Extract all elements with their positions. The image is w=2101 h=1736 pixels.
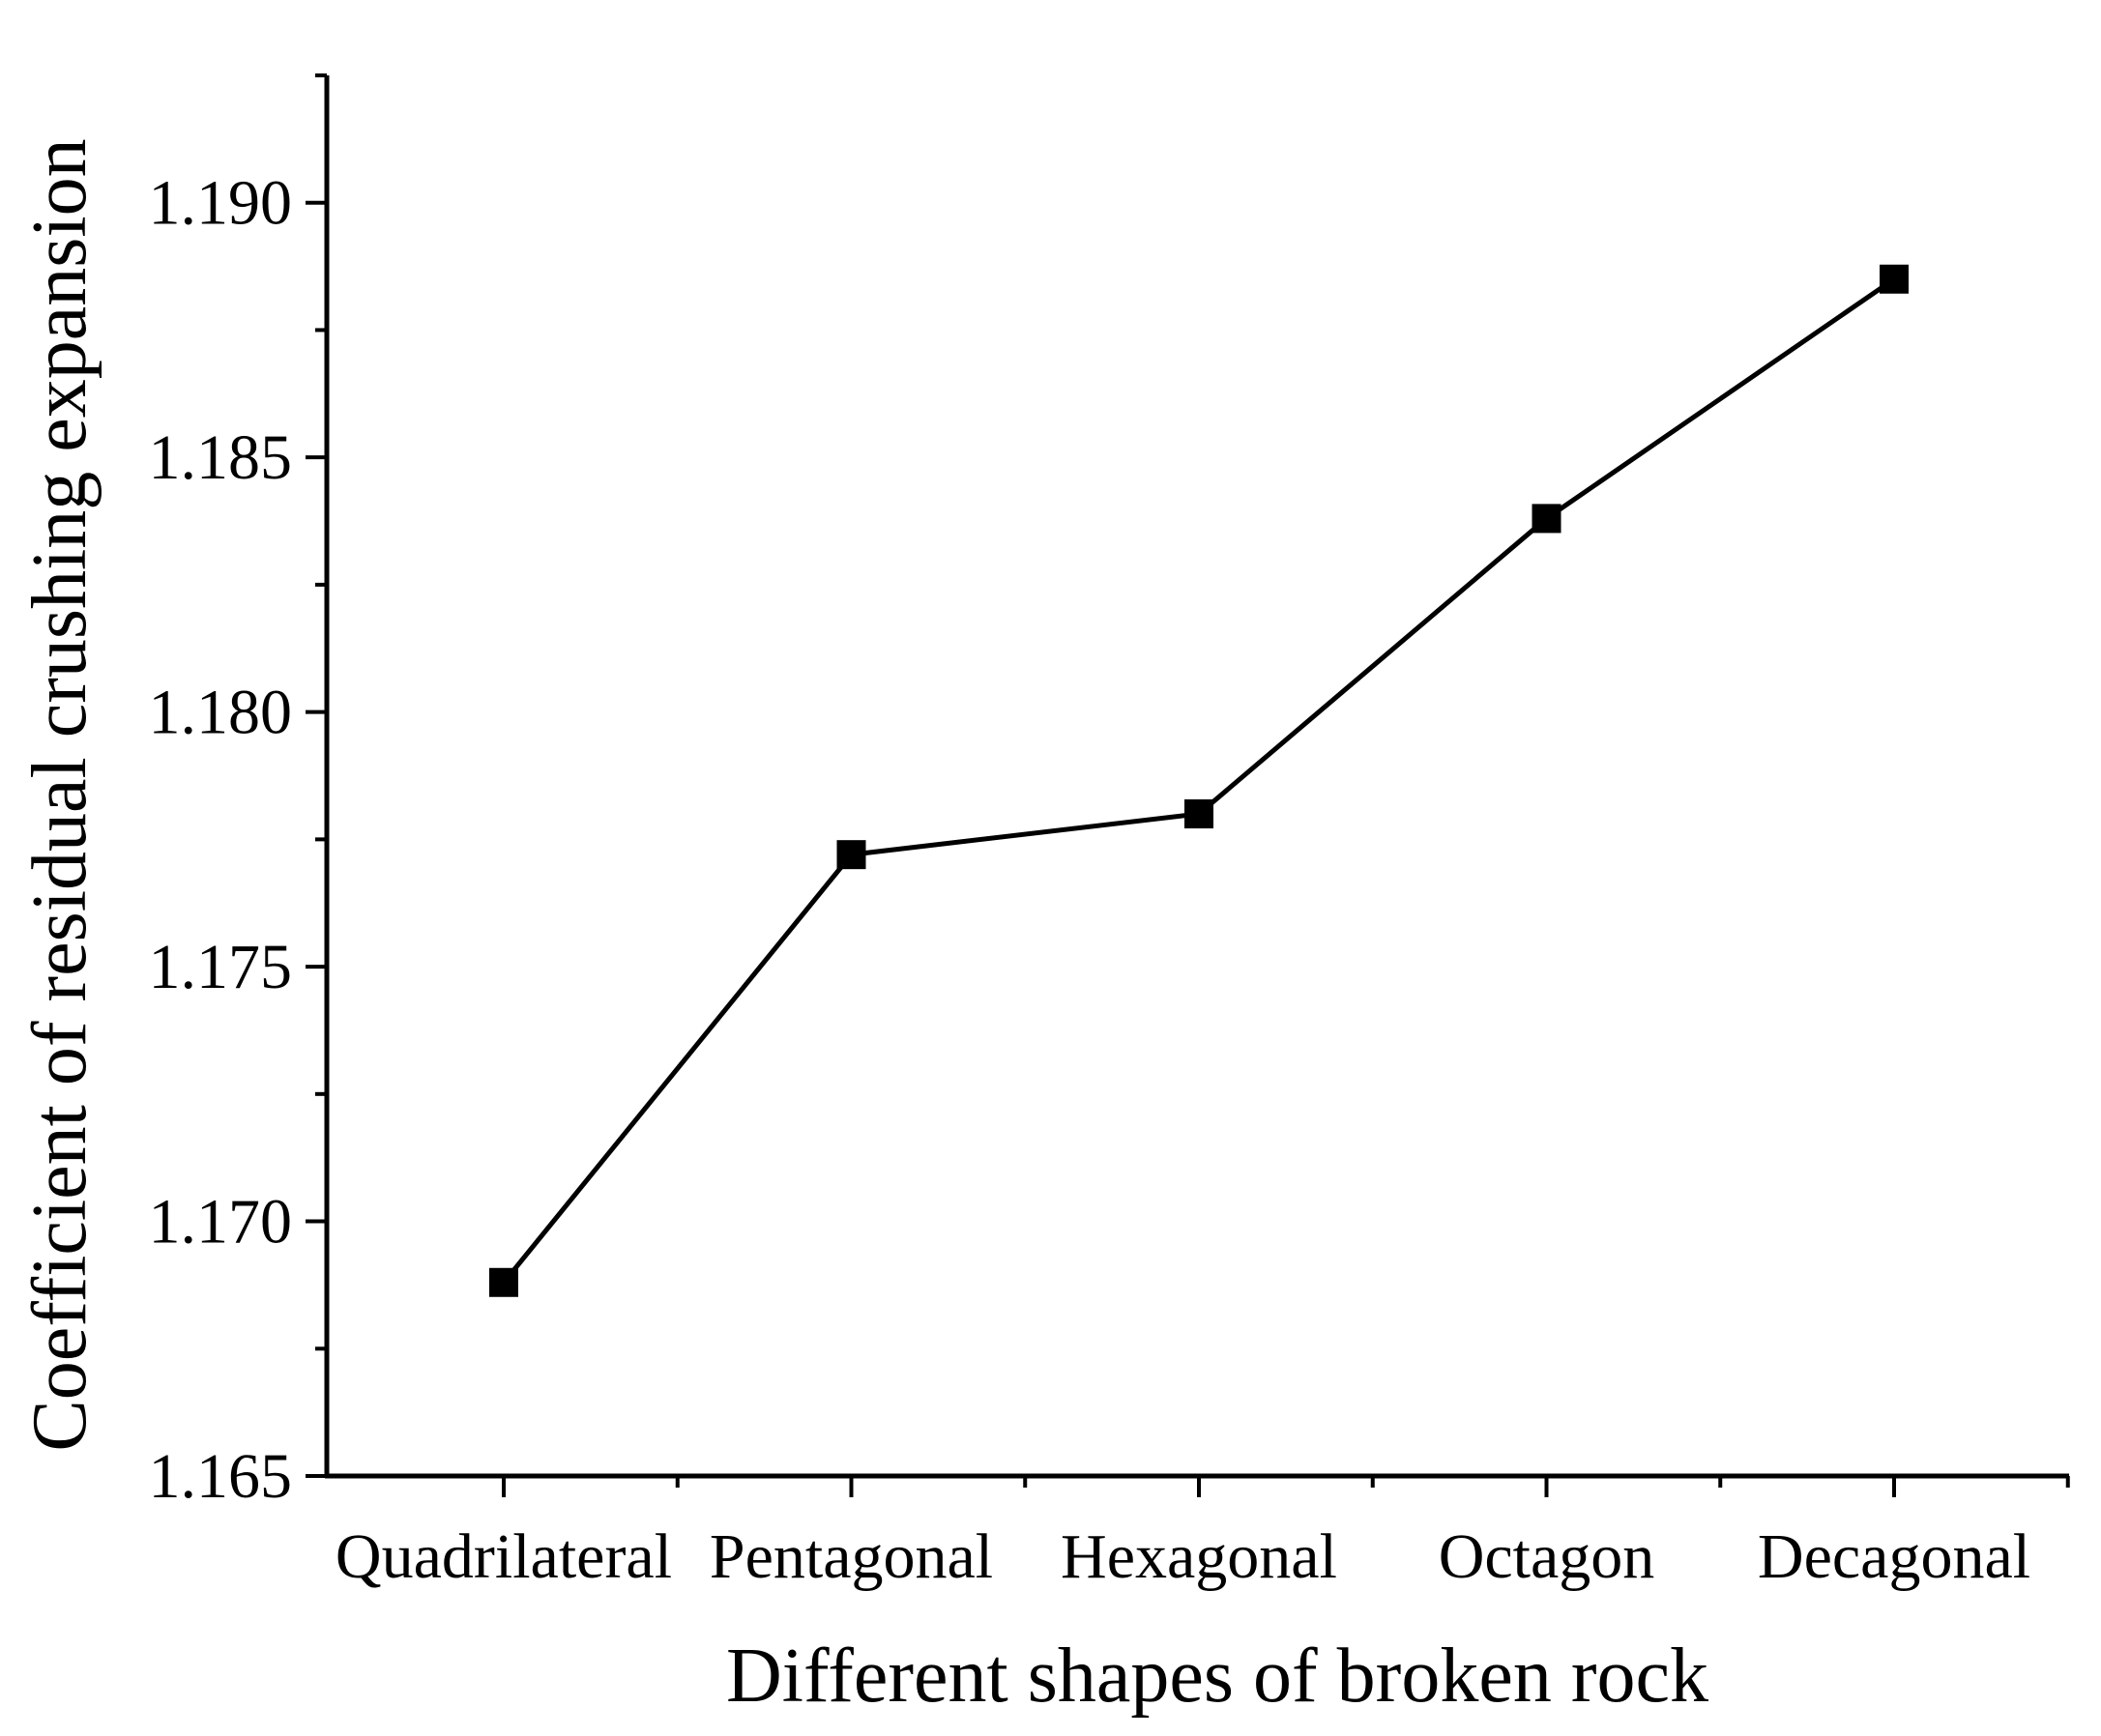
x-tick-label: Quadrilateral — [336, 1521, 672, 1592]
data-point-marker — [836, 840, 866, 870]
x-tick-label: Octagon — [1439, 1521, 1655, 1592]
y-tick-label: 1.185 — [149, 422, 293, 493]
series-group — [489, 264, 1909, 1297]
y-axis-ticks: 1.165 1.170 1.175 1.180 1.185 1.190 — [149, 73, 327, 1512]
y-tick-label: 1.175 — [149, 932, 293, 1002]
x-tick-label: Decagonal — [1758, 1521, 2030, 1592]
y-tick-label: 1.170 — [149, 1187, 293, 1258]
y-tick-label: 1.165 — [149, 1441, 293, 1512]
data-point-marker — [489, 1267, 518, 1297]
x-axis-ticks: Quadrilateral Pentagonal Hexagonal Octagon D… — [336, 1476, 2070, 1592]
series-line — [502, 276, 1896, 1285]
x-axis-title: Different shapes of broken rock — [726, 1634, 1708, 1719]
data-point-marker — [1184, 799, 1213, 829]
axes — [324, 75, 2069, 1479]
data-point-marker — [1532, 504, 1561, 534]
x-tick-label: Pentagonal — [710, 1521, 993, 1592]
x-tick-label: Hexagonal — [1061, 1521, 1337, 1592]
y-axis-title: Coefficient of residual crushing expansi… — [17, 138, 102, 1451]
data-point-marker — [1880, 264, 1909, 294]
y-tick-label: 1.180 — [149, 678, 293, 748]
y-tick-label: 1.190 — [149, 168, 293, 239]
